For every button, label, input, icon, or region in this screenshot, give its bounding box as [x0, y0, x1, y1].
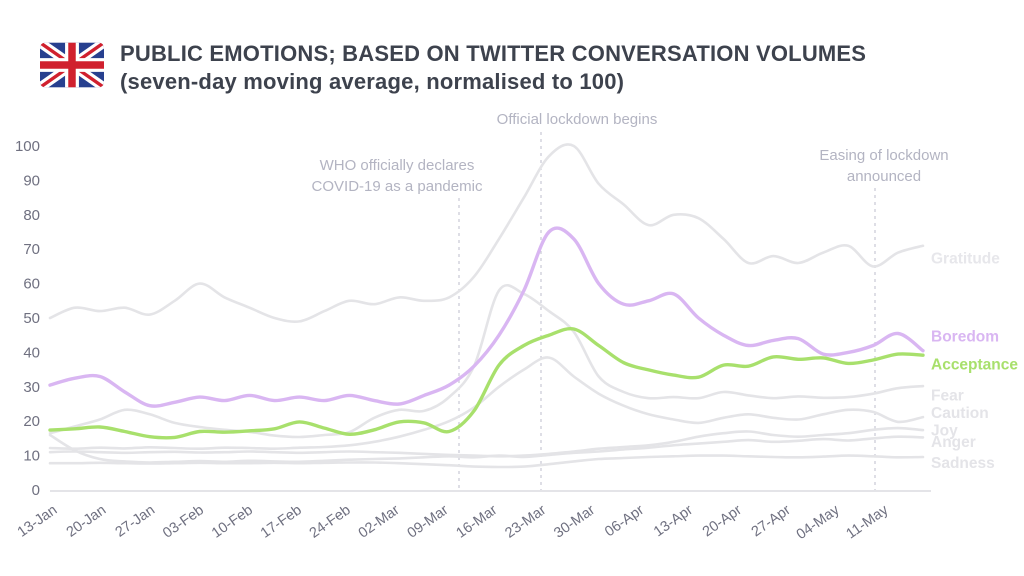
x-axis-tick-label: 24-Feb — [307, 502, 354, 541]
series-label-sadness: Sadness — [931, 455, 995, 472]
page-title: PUBLIC EMOTIONS; BASED ON TWITTER CONVER… — [120, 41, 867, 66]
series-label-gratitude: Gratitude — [931, 250, 1000, 267]
uk-flag-icon — [40, 42, 104, 88]
series-line-fear — [48, 284, 925, 439]
page-subtitle: (seven-day moving average, normalised to… — [120, 68, 625, 94]
x-axis-tick-label: 04-May — [794, 502, 843, 543]
x-axis-tick-label: 03-Feb — [160, 502, 207, 541]
x-axis-tick-label: 10-Feb — [209, 502, 256, 541]
x-axis-tick-label: 11-May — [843, 502, 892, 543]
chart-header: PUBLIC EMOTIONS; BASED ON TWITTER CONVER… — [40, 40, 866, 96]
series-line-joy — [48, 426, 925, 458]
series-label-boredom: Boredom — [931, 328, 999, 345]
event-annotation: COVID-19 as a pandemic — [312, 178, 483, 195]
y-axis-tick-label: 90 — [23, 172, 40, 189]
y-axis-tick-label: 70 — [23, 241, 40, 258]
y-axis-tick-label: 30 — [23, 379, 40, 396]
x-axis-tick-label: 20-Apr — [700, 502, 745, 540]
series-label-fear: Fear — [931, 388, 964, 405]
x-axis-tick-label: 27-Apr — [749, 502, 794, 540]
series-label-anger: Anger — [931, 434, 976, 451]
y-axis-tick-label: 40 — [23, 344, 40, 361]
series-label-caution: Caution — [931, 405, 989, 422]
x-axis-tick-label: 13-Apr — [651, 502, 696, 540]
series-line-caution — [48, 356, 925, 451]
page-title-block: PUBLIC EMOTIONS; BASED ON TWITTER CONVER… — [120, 40, 866, 96]
x-axis-tick-label: 17-Feb — [258, 502, 305, 541]
y-axis-tick-label: 100 — [15, 138, 40, 155]
series-label-joy: Joy — [931, 422, 958, 439]
x-axis-tick-label: 02-Mar — [356, 502, 403, 542]
series-line-boredom — [48, 226, 925, 408]
y-axis-tick-label: 60 — [23, 276, 40, 293]
y-axis-tick-label: 0 — [32, 482, 40, 499]
series-line-sadness — [48, 454, 925, 469]
series-line-gratitude — [48, 143, 925, 323]
event-annotation: Official lockdown begins — [497, 111, 658, 128]
event-annotation: WHO officially declares — [320, 157, 475, 174]
y-axis-tick-label: 50 — [23, 310, 40, 327]
x-axis-tick-label: 09-Mar — [405, 502, 452, 542]
x-axis-tick-label: 30-Mar — [551, 502, 598, 542]
event-annotation: announced — [847, 168, 921, 185]
x-axis-tick-label: 06-Apr — [602, 502, 647, 540]
y-axis-tick-label: 20 — [23, 413, 40, 430]
x-axis-tick-label: 13-Jan — [15, 502, 61, 541]
y-axis-tick-label: 80 — [23, 207, 40, 224]
series-label-acceptance: Acceptance — [931, 357, 1018, 374]
series-line-acceptance — [48, 326, 925, 440]
x-axis-tick-label: 23-Mar — [502, 502, 549, 542]
y-axis-tick-label: 10 — [23, 448, 40, 465]
x-axis-tick-label: 20-Jan — [64, 502, 110, 541]
x-axis-tick-label: 16-Mar — [453, 502, 500, 542]
x-axis-tick-label: 27-Jan — [113, 502, 159, 541]
event-annotation: Easing of lockdown — [819, 147, 948, 164]
